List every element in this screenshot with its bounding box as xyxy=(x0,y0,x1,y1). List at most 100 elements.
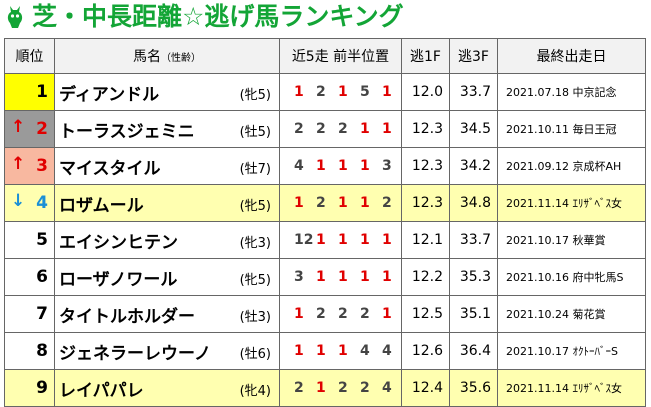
rank-number: 9 xyxy=(36,378,48,398)
result-position: 1 xyxy=(382,121,392,137)
arrow-up-icon: ↑ xyxy=(11,154,26,174)
rank-cell: 7 xyxy=(4,295,55,333)
result-position: 1 xyxy=(360,195,370,211)
horse-name-cell: ディアンドル (牝5) xyxy=(54,73,280,111)
result-position: 3 xyxy=(382,158,392,174)
result-position: 1 xyxy=(316,269,326,285)
last-race-cell: 2021.09.12 京成杯AH xyxy=(497,147,646,185)
horse-sex-age: (牡7) xyxy=(239,162,271,177)
rank-cell: ↓ 4 xyxy=(4,184,55,222)
table-row: 6 ローザノワール (牝5) 3 1 1 1 1 12.2 35.3 2021.10.16 府中牝馬… xyxy=(4,258,646,296)
result-position: 1 xyxy=(338,232,348,248)
col-horse-header: 馬名（性齢） xyxy=(54,38,280,74)
result-position: 1 xyxy=(382,269,392,285)
result-position: 1 xyxy=(382,232,392,248)
result-position: 2 xyxy=(360,380,370,396)
rank-cell: 8 xyxy=(4,332,55,370)
result-position: 1 xyxy=(360,269,370,285)
page-title: 芝・中長距離☆逃げ馬ランキング xyxy=(32,2,404,31)
table-row: 9 レイパパレ (牝4) 2 1 2 2 4 12.4 35.6 2021.11.14 ｴﾘｻﾞﾍﾞ… xyxy=(4,369,646,407)
result-position: 2 xyxy=(382,195,392,211)
horse-name: トーラスジェミニ xyxy=(59,121,195,142)
result-position: 1 xyxy=(316,158,326,174)
horse-name-cell: ロザムール (牝5) xyxy=(54,184,280,222)
horse-name-cell: マイスタイル (牡7) xyxy=(54,147,280,185)
last-race-cell: 2021.10.11 毎日王冠 xyxy=(497,110,646,148)
rank-cell: ↑ 3 xyxy=(4,147,55,185)
nige-1f-cell: 12.3 xyxy=(401,184,450,222)
result-position: 1 xyxy=(294,343,304,359)
result-position: 1 xyxy=(338,195,348,211)
nige-3f-cell: 35.6 xyxy=(449,369,498,407)
horse-sex-age: (牡5) xyxy=(239,125,271,140)
result-position: 1 xyxy=(382,84,392,100)
nige-1f-cell: 12.2 xyxy=(401,258,450,296)
horse-sex-age: (牝5) xyxy=(239,199,271,214)
result-position: 12 xyxy=(294,232,314,248)
last-race-cell: 2021.10.24 菊花賞 xyxy=(497,295,646,333)
rank-number: 8 xyxy=(36,341,48,361)
table-row: ↑ 3 マイスタイル (牡7) 4 1 1 1 3 12.3 34.2 2021.09.12 京成杯A… xyxy=(4,147,646,185)
nige-3f-cell: 35.3 xyxy=(449,258,498,296)
horse-name: ジェネラーレウーノ xyxy=(59,343,211,364)
horse-name-cell: トーラスジェミニ (牡5) xyxy=(54,110,280,148)
last-race-cell: 2021.10.17 ｵｸﾄｰﾊﾞｰS xyxy=(497,332,646,370)
result-position: 4 xyxy=(382,343,392,359)
result-position: 1 xyxy=(316,343,326,359)
header: 芝・中長距離☆逃げ馬ランキング xyxy=(0,0,651,34)
table-header-row: 順位 馬名（性齢） 近5走 前半位置 逃1F 逃3F 最終出走日 xyxy=(4,38,646,74)
nige-3f-cell: 36.4 xyxy=(449,332,498,370)
rank-number: 3 xyxy=(36,156,48,176)
table-row: 7 タイトルホルダー (牡3) 1 2 2 2 1 12.5 35.1 2021.10.24 菊花賞 xyxy=(4,295,646,333)
horse-sex-age: (牝5) xyxy=(239,273,271,288)
result-position: 2 xyxy=(316,84,326,100)
table-row: 8 ジェネラーレウーノ (牡6) 1 1 1 4 4 12.6 36.4 2021.10.17 ｵｸ… xyxy=(4,332,646,370)
horse-name: レイパパレ xyxy=(59,380,144,401)
last-race-cell: 2021.07.18 中京記念 xyxy=(497,73,646,111)
horse-sex-age: (牝4) xyxy=(239,384,271,399)
rank-cell: 6 xyxy=(4,258,55,296)
horse-name-cell: ローザノワール (牝5) xyxy=(54,258,280,296)
result-position: 1 xyxy=(316,232,326,248)
recent-results-cell: 12 1 1 1 1 xyxy=(279,221,402,259)
horse-name: エイシンヒテン xyxy=(59,232,178,253)
table-row: 5 エイシンヒテン (牝3) 12 1 1 1 1 12.1 33.7 2021.10.17 秋華賞 xyxy=(4,221,646,259)
horse-name: ローザノワール xyxy=(59,269,178,290)
result-position: 2 xyxy=(316,195,326,211)
result-position: 2 xyxy=(338,380,348,396)
col-horse-label: 馬名 xyxy=(133,49,161,65)
rank-cell: 1 xyxy=(4,73,55,111)
horse-sex-age: (牝3) xyxy=(239,236,271,251)
nige-3f-cell: 33.7 xyxy=(449,221,498,259)
result-position: 4 xyxy=(294,158,304,174)
result-position: 2 xyxy=(338,121,348,137)
rank-number: 1 xyxy=(36,82,48,102)
last-race-cell: 2021.11.14 ｴﾘｻﾞﾍﾞｽ女 xyxy=(497,184,646,222)
horse-sex-age: (牝5) xyxy=(239,88,271,103)
nige-3f-cell: 33.7 xyxy=(449,73,498,111)
nige-1f-cell: 12.3 xyxy=(401,110,450,148)
rank-number: 7 xyxy=(36,304,48,324)
nige-1f-cell: 12.6 xyxy=(401,332,450,370)
horse-name: ロザムール xyxy=(59,195,144,216)
horse-name-cell: ジェネラーレウーノ (牡6) xyxy=(54,332,280,370)
table-row: ↑ 2 トーラスジェミニ (牡5) 2 2 2 1 1 12.3 34.5 2021.10.11 毎日… xyxy=(4,110,646,148)
result-position: 1 xyxy=(360,232,370,248)
rank-number: 4 xyxy=(36,193,48,213)
result-position: 4 xyxy=(382,380,392,396)
col-3f-header: 逃3F xyxy=(449,38,498,74)
rank-cell: ↑ 2 xyxy=(4,110,55,148)
last-race-cell: 2021.10.17 秋華賞 xyxy=(497,221,646,259)
horse-name: タイトルホルダー xyxy=(59,306,195,327)
result-position: 2 xyxy=(360,306,370,322)
nige-1f-cell: 12.3 xyxy=(401,147,450,185)
col-horse-sublabel: （性齢） xyxy=(161,53,201,64)
result-position: 2 xyxy=(338,306,348,322)
